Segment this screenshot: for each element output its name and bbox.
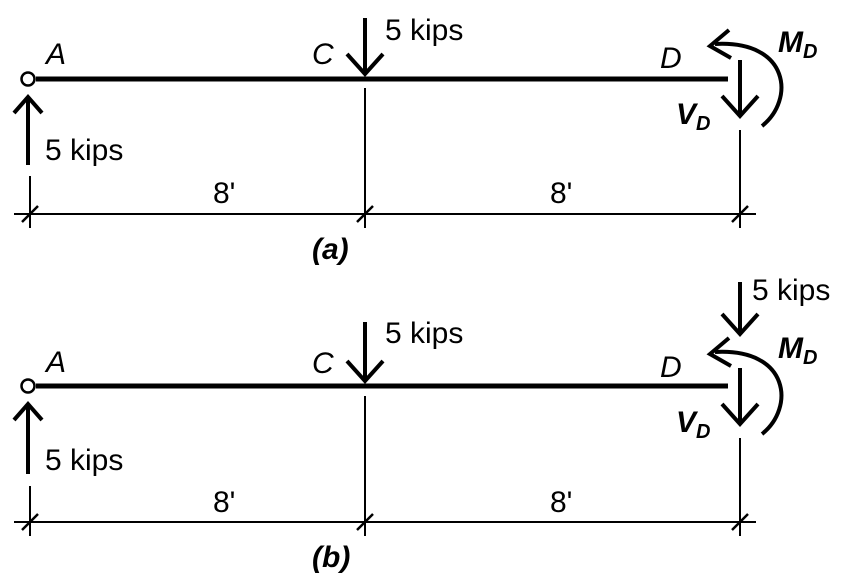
load-d-label: 5 kips [752,274,830,307]
reaction-a-label: 5 kips [45,444,123,477]
point-a-label: A [44,346,66,379]
pin-a-icon [20,71,36,87]
moment-symbol: M [778,26,804,59]
caption-label: (a) [312,233,349,266]
point-c-label: C [312,347,334,380]
tick-d [731,513,749,531]
moment-symbol: M [778,332,804,365]
load-c-label: 5 kips [385,317,463,350]
load-c-arrow [345,322,385,384]
tick-c [356,205,374,223]
shear-d-label: VD [676,406,710,443]
shear-subscript: D [696,113,710,135]
reaction-a-arrow [12,93,44,165]
diagram-b: A C D 5 kips 5 kips 5 kips MD VD 8' 8' (… [12,274,830,574]
moment-subscript: D [803,41,817,63]
reaction-a-label: 5 kips [45,134,123,167]
point-c-label: C [312,38,334,71]
tick-a [21,513,39,531]
point-d-label: D [660,42,682,75]
load-c-arrow [345,18,385,77]
span-2-label: 8' [550,486,572,519]
reaction-a-arrow [12,400,44,474]
shear-d-arrow [720,60,760,119]
moment-d-arrow [706,336,784,436]
shear-d-label: VD [676,98,710,135]
shear-subscript: D [696,421,710,443]
pin-a-icon [20,378,36,394]
moment-d-label: MD [778,26,817,63]
point-d-label: D [660,351,682,384]
point-a-label: A [44,38,66,71]
shear-d-arrow [720,368,760,427]
load-c-label: 5 kips [385,14,463,47]
moment-d-arrow [706,28,784,128]
tick-c [356,513,374,531]
shear-symbol: V [676,98,699,131]
span-1-label: 8' [213,177,235,210]
tick-a [21,205,39,223]
moment-subscript: D [803,347,817,369]
diagram-a: A C D 5 kips 5 kips MD VD 8' 8' (a) [12,14,817,266]
shear-symbol: V [676,406,699,439]
caption-label: (b) [312,541,350,574]
span-1-label: 8' [213,486,235,519]
load-d-arrow [720,282,760,337]
moment-d-label: MD [778,332,817,369]
span-2-label: 8' [550,177,572,210]
tick-d [731,205,749,223]
